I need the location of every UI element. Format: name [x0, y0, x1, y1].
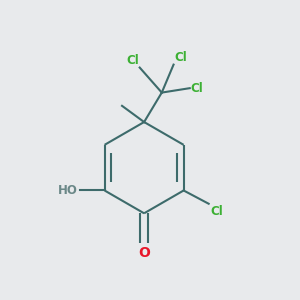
Text: Cl: Cl — [126, 54, 139, 67]
Text: O: O — [138, 246, 150, 260]
Text: Cl: Cl — [210, 205, 223, 218]
Text: Cl: Cl — [174, 51, 187, 64]
Text: HO: HO — [58, 184, 78, 197]
Text: Cl: Cl — [190, 82, 203, 95]
